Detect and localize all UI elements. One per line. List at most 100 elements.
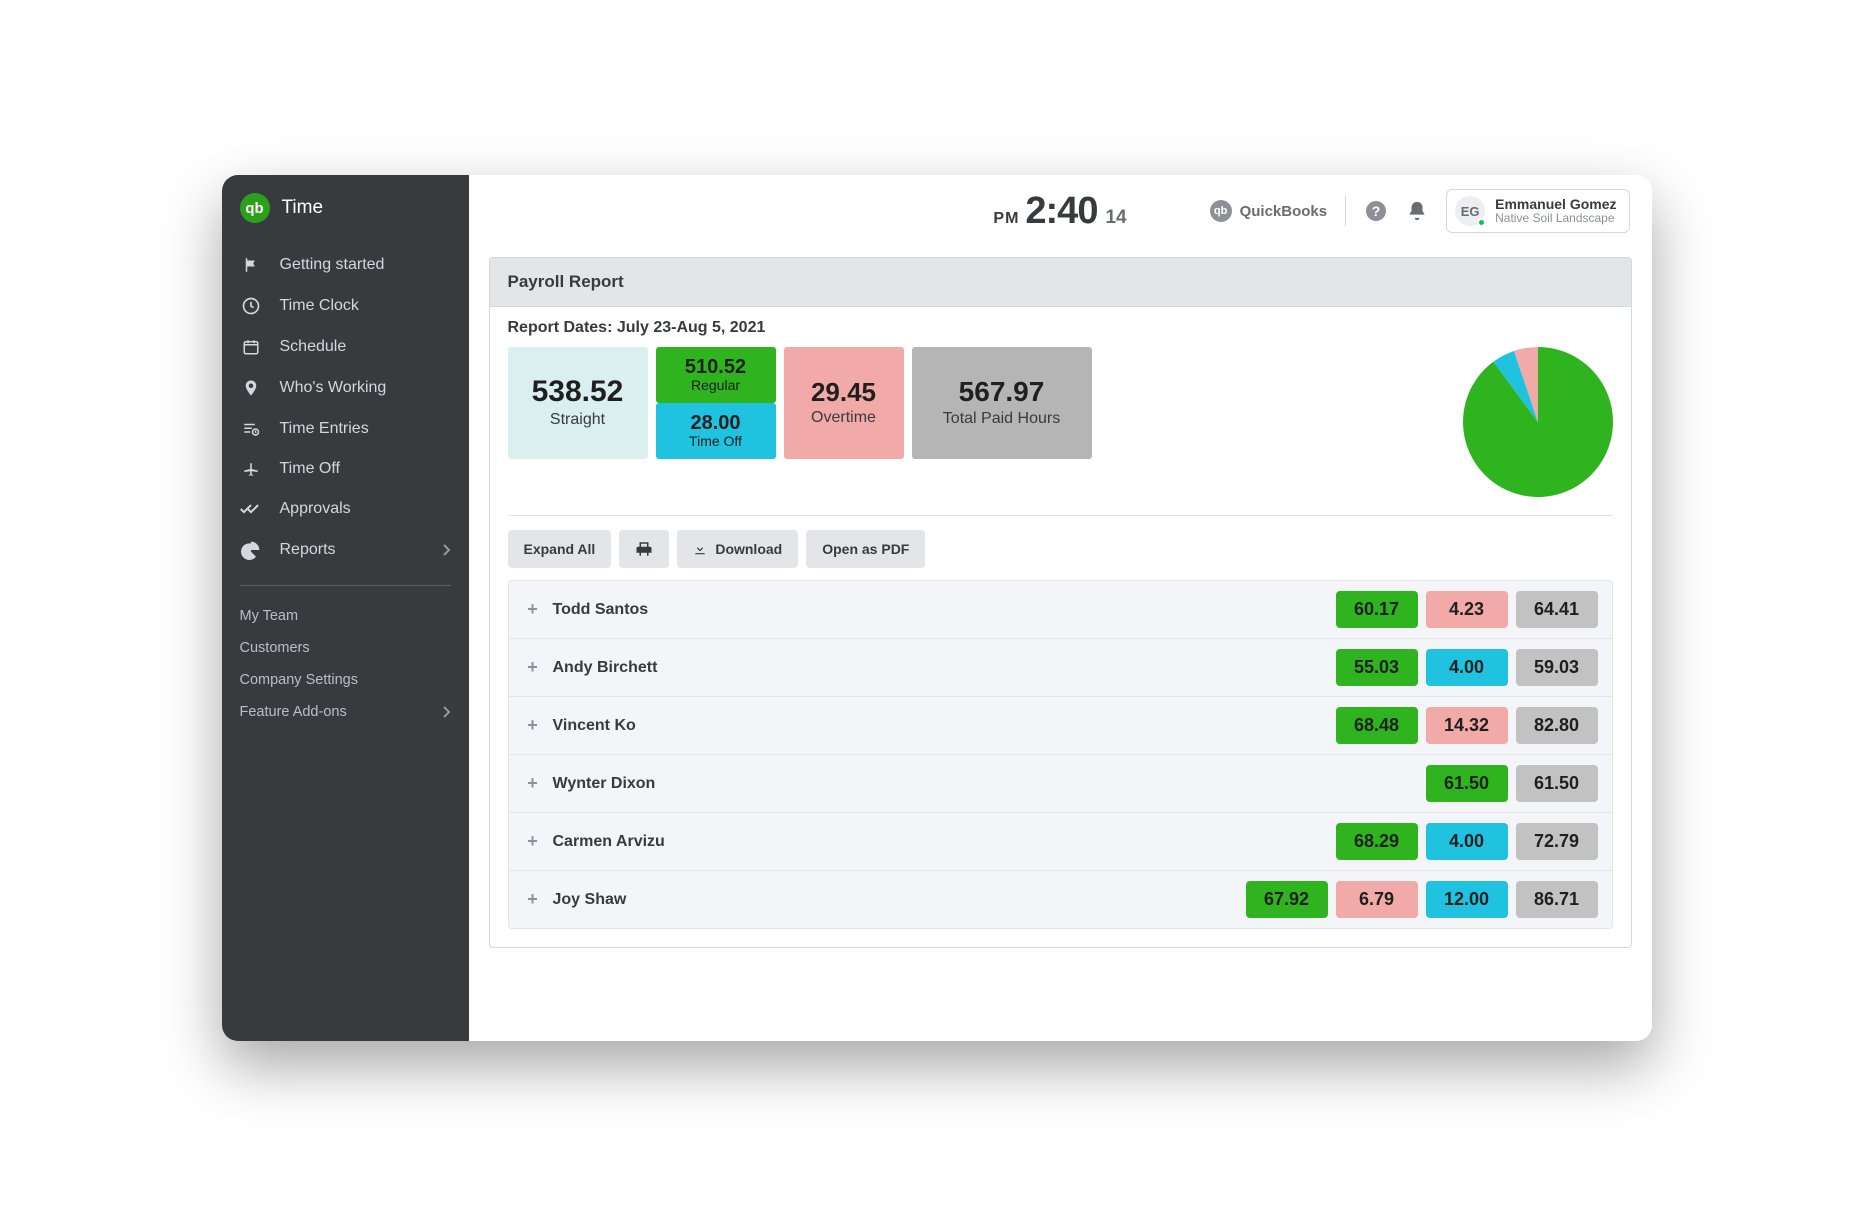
button-label: Open as PDF (822, 541, 909, 557)
airplane-icon (240, 460, 262, 478)
double-check-icon (240, 501, 262, 517)
expand-icon[interactable]: + (523, 889, 543, 910)
location-pin-icon (240, 378, 262, 398)
row-badges: 68.4814.3282.80 (1336, 707, 1598, 744)
sidebar-item-reports[interactable]: Reports (222, 529, 469, 571)
table-row[interactable]: + Wynter Dixon 61.5061.50 (509, 754, 1612, 812)
button-label: Expand All (524, 541, 596, 557)
table-row[interactable]: + Vincent Ko 68.4814.3282.80 (509, 696, 1612, 754)
expand-icon[interactable]: + (523, 831, 543, 852)
employee-name: Vincent Ko (553, 717, 636, 735)
sidebar-item-label: Time Clock (280, 297, 359, 315)
quickbooks-link[interactable]: qb QuickBooks (1210, 200, 1328, 222)
summary-timeoff: 28.00 Time Off (656, 403, 776, 459)
sidebar-logo[interactable]: qb Time (222, 175, 469, 245)
employee-name: Joy Shaw (553, 891, 627, 909)
employee-name: Wynter Dixon (553, 775, 656, 793)
quickbooks-label: QuickBooks (1240, 203, 1328, 220)
clock-seconds: 14 (1105, 207, 1126, 229)
user-menu[interactable]: EG Emmanuel Gomez Native Soil Landscape (1446, 189, 1629, 233)
presence-dot-icon (1477, 218, 1486, 227)
sidebar-sub-company-settings[interactable]: Company Settings (222, 664, 469, 696)
download-button[interactable]: Download (677, 530, 798, 568)
table-row[interactable]: + Joy Shaw 67.926.7912.0086.71 (509, 870, 1612, 928)
flag-icon (240, 256, 262, 274)
notifications-bell-icon[interactable] (1406, 199, 1428, 223)
quickbooks-logo-icon: qb (240, 193, 270, 223)
sidebar-item-approvals[interactable]: Approvals (222, 489, 469, 529)
row-badges: 67.926.7912.0086.71 (1246, 881, 1598, 918)
summary-regular: 510.52 Regular (656, 347, 776, 403)
hours-badge: 14.32 (1426, 707, 1508, 744)
expand-icon[interactable]: + (523, 599, 543, 620)
sidebar-item-label: Time Entries (280, 420, 369, 438)
printer-icon (635, 540, 653, 558)
summary-total-label: Total Paid Hours (943, 410, 1060, 428)
sidebar-divider (240, 585, 451, 586)
main: PM 2:40 14 qb QuickBooks ? EG (469, 175, 1652, 1041)
hours-badge: 4.00 (1426, 823, 1508, 860)
summary-total-value: 567.97 (959, 378, 1045, 406)
sidebar-sub-label: My Team (240, 608, 299, 624)
sidebar-sub-customers[interactable]: Customers (222, 632, 469, 664)
sidebar-item-whos-working[interactable]: Who's Working (222, 367, 469, 409)
expand-icon[interactable]: + (523, 657, 543, 678)
sidebar-item-getting-started[interactable]: Getting started (222, 245, 469, 285)
hours-badge: 61.50 (1516, 765, 1598, 802)
summary-regular-value: 510.52 (685, 357, 746, 377)
action-row: Expand All Download (508, 530, 1613, 568)
sidebar-item-time-off[interactable]: Time Off (222, 449, 469, 489)
summary-regular-label: Regular (691, 377, 740, 393)
summary-straight-value: 538.52 (532, 377, 624, 407)
hours-badge: 64.41 (1516, 591, 1598, 628)
hours-badge: 72.79 (1516, 823, 1598, 860)
button-label: Download (715, 541, 782, 557)
user-name: Emmanuel Gomez (1495, 197, 1616, 212)
employee-name: Andy Birchett (553, 659, 658, 677)
clock-ampm: PM (993, 210, 1019, 228)
calendar-icon (240, 338, 262, 356)
report-title: Payroll Report (490, 258, 1631, 307)
table-row[interactable]: + Andy Birchett 55.034.0059.03 (509, 638, 1612, 696)
hours-badge: 67.92 (1246, 881, 1328, 918)
table-row[interactable]: +Todd Santos60.174.2364.41 (509, 581, 1612, 638)
row-badges: 61.5061.50 (1426, 765, 1598, 802)
summary-timeoff-value: 28.00 (690, 413, 740, 433)
quickbooks-icon: qb (1210, 200, 1232, 222)
hours-badge: 4.23 (1426, 591, 1508, 628)
sidebar-item-time-clock[interactable]: Time Clock (222, 285, 469, 327)
hours-badge: 55.03 (1336, 649, 1418, 686)
table-row[interactable]: +Carmen Arvizu68.294.0072.79 (509, 812, 1612, 870)
user-meta: Emmanuel Gomez Native Soil Landscape (1495, 197, 1616, 226)
open-pdf-button[interactable]: Open as PDF (806, 530, 925, 568)
report-card: Payroll Report Report Dates: July 23-Aug… (489, 257, 1632, 948)
employee-table: +Todd Santos60.174.2364.41+Andy Birchett… (508, 580, 1613, 929)
sidebar: qb Time Getting started Time Clock Sched… (222, 175, 469, 1041)
clock: PM 2:40 14 (993, 190, 1126, 233)
row-badges: 55.034.0059.03 (1336, 649, 1598, 686)
sidebar-sub-label: Customers (240, 640, 310, 656)
hours-badge: 61.50 (1426, 765, 1508, 802)
download-icon (693, 541, 707, 557)
help-icon[interactable]: ? (1364, 199, 1388, 223)
sidebar-item-time-entries[interactable]: Time Entries (222, 409, 469, 449)
pie-chart-icon (240, 540, 262, 560)
sidebar-sub-my-team[interactable]: My Team (222, 600, 469, 632)
hours-badge: 82.80 (1516, 707, 1598, 744)
row-badges: 60.174.2364.41 (1336, 591, 1598, 628)
hours-badge: 86.71 (1516, 881, 1598, 918)
sidebar-sub-feature-addons[interactable]: Feature Add-ons (222, 696, 469, 728)
svg-text:?: ? (1372, 203, 1381, 219)
report-body: Report Dates: July 23-Aug 5, 2021 538.52… (490, 307, 1631, 947)
hours-badge: 68.29 (1336, 823, 1418, 860)
summary-stack: 510.52 Regular 28.00 Time Off (656, 347, 776, 497)
expand-all-button[interactable]: Expand All (508, 530, 612, 568)
sidebar-item-schedule[interactable]: Schedule (222, 327, 469, 367)
app-name: Time (282, 197, 324, 219)
expand-icon[interactable]: + (523, 773, 543, 794)
expand-icon[interactable]: + (523, 715, 543, 736)
sidebar-item-label: Who's Working (280, 379, 387, 397)
print-button[interactable] (619, 530, 669, 568)
summary-straight-label: Straight (550, 411, 605, 429)
app-frame: qb Time Getting started Time Clock Sched… (222, 175, 1652, 1041)
